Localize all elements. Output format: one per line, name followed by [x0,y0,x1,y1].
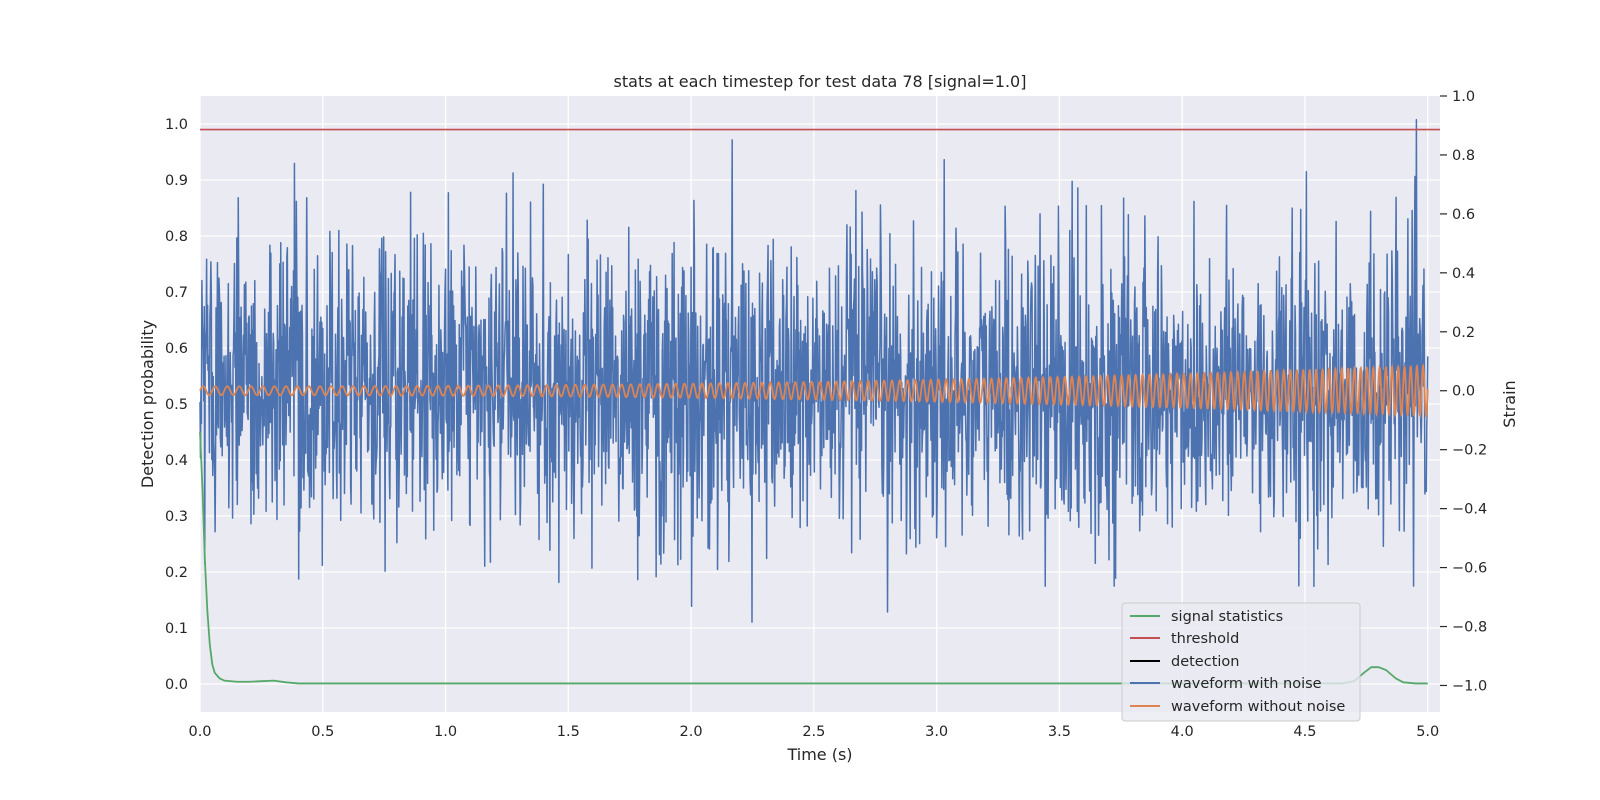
y-tick-label: 0.6 [165,341,188,357]
y2-tick-label: 0.2 [1452,325,1475,341]
legend: signal statistics threshold detection wa… [1121,602,1361,722]
y2-tick-label: 0.0 [1452,384,1475,400]
x-tick-label: 2.5 [802,724,825,740]
y2-tick-label: −0.6 [1452,561,1487,577]
x-tick-label: 1.0 [434,724,457,740]
x-tick-label: 3.0 [925,724,948,740]
x-tick-label: 2.0 [680,724,703,740]
x-tick-label: 5.0 [1416,724,1439,740]
x-tick-label: 0.5 [311,724,334,740]
series-waveform-without-noise [199,363,1429,419]
legend-label-waveform-with-noise: waveform with noise [1171,676,1322,692]
y2-tick-label: −0.2 [1452,443,1487,459]
y-axis-label: Detection probability [138,320,157,488]
x-tick-label: 4.5 [1293,724,1316,740]
x-tick-label: 1.5 [557,724,580,740]
legend-box [1121,602,1361,722]
series-waveform-with-noise [199,118,1429,623]
x-tick-label: 3.5 [1048,724,1071,740]
y-tick-label: 0.5 [165,397,188,413]
y-tick-label: 0.2 [165,565,188,581]
y-axis-right: −1.0 −0.8 −0.6 −0.4 −0.2 0.0 0.2 0.4 0.6 0.8 1.0 [1440,89,1487,694]
y-axis-right-label: Strain [1500,380,1519,427]
legend-label-waveform-without-noise: waveform without noise [1171,699,1345,715]
y-tick-label: 0.7 [165,285,188,301]
y2-tick-label: 0.6 [1452,207,1475,223]
x-axis: 0.0 0.5 1.0 1.5 2.0 2.5 3.0 3.5 4.0 4.5 5.0 [188,724,1439,740]
y2-tick-label: −0.4 [1452,502,1487,518]
y-axis-left: 0.0 0.1 0.2 0.3 0.4 0.5 0.6 0.7 0.8 0.9 1.0 [165,117,188,693]
y-tick-label: 1.0 [165,117,188,133]
x-tick-label: 0.0 [188,724,211,740]
series-signal-statistics [199,431,1428,685]
y2-tick-label: 1.0 [1452,89,1475,105]
y2-tick-label: 0.8 [1452,148,1475,164]
legend-label-threshold: threshold [1171,631,1239,647]
y-tick-label: 0.1 [165,621,188,637]
y-tick-label: 0.8 [165,229,188,245]
x-tick-label: 4.0 [1171,724,1194,740]
y-tick-label: 0.3 [165,509,188,525]
y-tick-label: 0.9 [165,173,188,189]
x-axis-label: Time (s) [786,745,852,764]
y-tick-label: 0.0 [165,677,188,693]
legend-label-detection: detection [1171,654,1239,670]
chart-title: stats at each timestep for test data 78 … [614,72,1027,91]
legend-label-signal-statistics: signal statistics [1171,609,1283,625]
y2-tick-label: −1.0 [1452,678,1487,694]
y2-tick-label: 0.4 [1452,266,1475,282]
plot-area [199,118,1440,685]
y2-tick-label: −0.8 [1452,620,1487,636]
y-tick-label: 0.4 [165,453,188,469]
